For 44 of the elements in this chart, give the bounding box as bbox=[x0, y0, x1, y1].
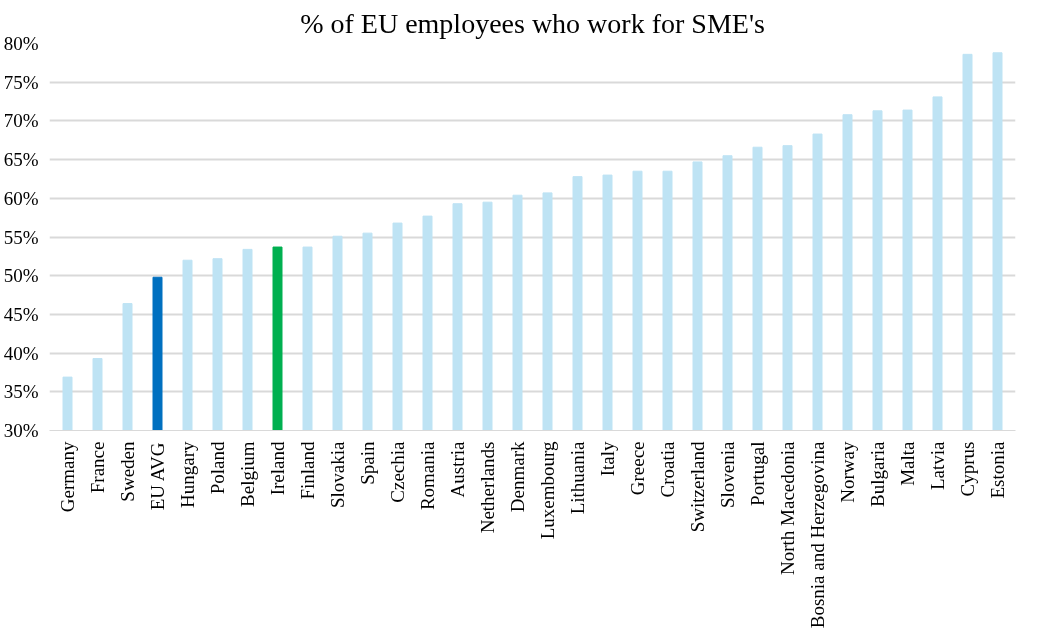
x-tick-label: Malta bbox=[897, 440, 918, 486]
x-tick-label: Switzerland bbox=[687, 441, 708, 533]
x-tick-label: Austria bbox=[447, 440, 468, 498]
y-tick-label: 40% bbox=[3, 342, 39, 364]
x-tick-label: Bulgaria bbox=[867, 440, 888, 507]
y-tick-label: 60% bbox=[3, 187, 39, 209]
x-tick-label: Finland bbox=[297, 441, 318, 500]
x-tick-label: Czechia bbox=[387, 440, 408, 503]
x-tick-label: Romania bbox=[417, 440, 438, 511]
x-tick-label: Denmark bbox=[507, 441, 528, 513]
x-tick-label: North Macedonia bbox=[777, 440, 798, 575]
x-tick-label: Sweden bbox=[117, 441, 138, 502]
y-tick-label: 50% bbox=[3, 265, 39, 287]
x-tick-label: Croatia bbox=[657, 440, 678, 498]
y-tick-label: 55% bbox=[3, 226, 39, 248]
x-tick-label: Cyprus bbox=[957, 441, 978, 497]
x-tick-label: Germany bbox=[57, 441, 78, 513]
x-tick-label: Latvia bbox=[927, 440, 948, 491]
x-tick-label: Luxembourg bbox=[537, 441, 558, 540]
x-tick-label: Portugal bbox=[747, 441, 768, 506]
x-tick-label: France bbox=[87, 441, 108, 494]
x-tick-label: Slovenia bbox=[717, 440, 738, 508]
y-tick-label: 35% bbox=[3, 381, 39, 403]
x-tick-label: Italy bbox=[597, 441, 618, 477]
chart-title: % of EU employees who work for SME's bbox=[300, 7, 765, 39]
y-tick-label: 70% bbox=[3, 110, 39, 132]
x-tick-label: Norway bbox=[837, 441, 858, 503]
x-tick-label: Estonia bbox=[987, 440, 1008, 499]
y-tick-label: 80% bbox=[3, 33, 39, 54]
y-tick-label: 45% bbox=[3, 303, 39, 325]
x-tick-label: Poland bbox=[207, 441, 228, 495]
x-tick-label: Netherlands bbox=[477, 441, 498, 534]
x-tick-label: Spain bbox=[357, 441, 378, 485]
y-tick-label: 30% bbox=[3, 420, 39, 441]
x-tick-label: Ireland bbox=[267, 441, 288, 496]
x-tick-label: Bosnia and Herzegovina bbox=[807, 440, 828, 629]
x-tick-label: Slovakia bbox=[327, 440, 348, 508]
y-tick-label: 65% bbox=[3, 149, 39, 171]
x-tick-label: Hungary bbox=[177, 441, 198, 508]
x-tick-label: Lithuania bbox=[567, 440, 588, 515]
x-tick-label: Belgium bbox=[237, 441, 258, 507]
y-tick-label: 75% bbox=[3, 71, 39, 93]
x-tick-label: EU AVG bbox=[147, 442, 168, 511]
x-tick-label: Greece bbox=[627, 441, 648, 496]
